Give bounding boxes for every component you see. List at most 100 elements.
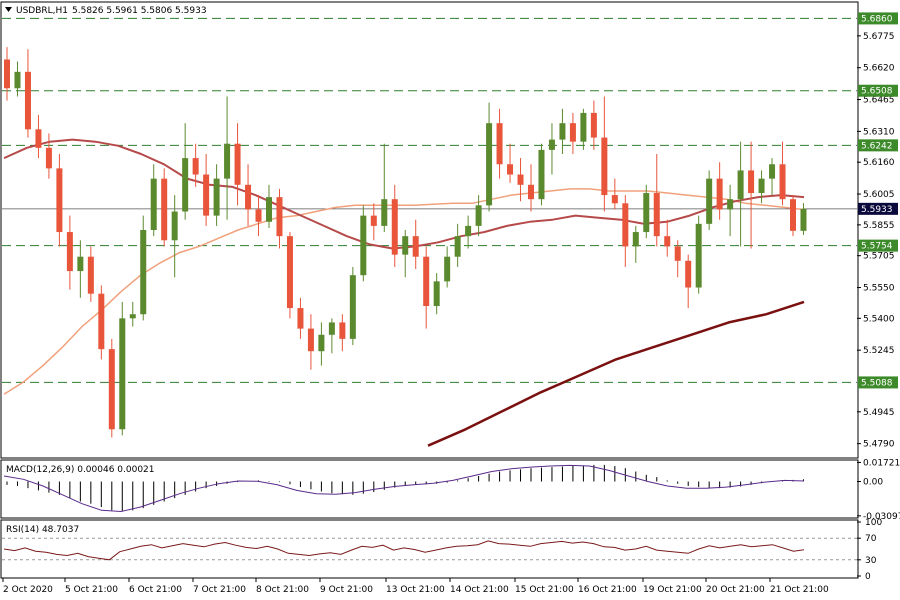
price-tick-label: 5.6160	[863, 158, 895, 168]
time-tick-label: 14 Oct 21:00	[450, 585, 509, 595]
candle	[370, 203, 377, 241]
candle-body	[674, 246, 681, 261]
candle	[150, 164, 157, 237]
level-badge-label: 5.6860	[861, 14, 893, 24]
price-tick-label: 5.5550	[863, 284, 895, 294]
candle	[611, 178, 618, 210]
candle	[234, 123, 241, 206]
candle-body	[213, 178, 220, 216]
candle	[685, 254, 692, 309]
candle-body	[779, 164, 786, 200]
time-tick-label: 15 Oct 21:00	[515, 585, 574, 595]
rsi-panel-frame	[0, 519, 859, 579]
candle	[517, 158, 524, 202]
price-tick-label: 5.5855	[863, 221, 895, 231]
candle-body	[35, 129, 42, 148]
candle	[601, 96, 608, 212]
level-badge	[858, 84, 898, 97]
candle	[548, 123, 555, 175]
candle	[569, 112, 576, 154]
price-tick-label: 5.5245	[863, 346, 895, 356]
symbol-label: USDBRL,H1	[16, 6, 68, 16]
candle	[402, 230, 409, 278]
candle	[412, 219, 419, 270]
candle-body	[454, 236, 461, 257]
time-tick-label: 8 Oct 21:00	[256, 585, 309, 595]
candle-body	[77, 256, 84, 272]
candle-body	[349, 275, 356, 339]
candle-body	[475, 205, 482, 226]
macd-indicator: 0.01721 0.00 -0.03097	[3, 458, 900, 522]
candle-body	[119, 318, 126, 430]
candle-body	[569, 123, 576, 142]
macd-signal-line	[3, 464, 805, 513]
price-axis: 5.6775 5.6620 5.6465 5.6310 5.6160 5.6005 5.58…	[857, 32, 895, 450]
candle-body	[328, 322, 335, 335]
candle	[297, 297, 304, 339]
candle	[475, 195, 482, 237]
candle	[507, 143, 514, 183]
candle	[716, 162, 723, 220]
candle-body	[800, 208, 807, 231]
candle-body	[339, 322, 346, 339]
candle-body	[433, 281, 440, 307]
candle-body	[56, 168, 63, 233]
time-tick-label: 20 Oct 21:00	[706, 585, 765, 595]
macd-tick-label: 0.00	[863, 478, 883, 488]
time-tick-label: 9 Oct 21:00	[320, 585, 373, 595]
candle-body	[129, 314, 136, 319]
candle-body	[182, 158, 189, 212]
main-panel-frame	[0, 1, 859, 459]
candle-body	[727, 199, 734, 210]
candle-body	[790, 199, 796, 231]
candle-body	[465, 225, 472, 237]
macd-panel-frame	[0, 459, 859, 519]
candle	[423, 246, 430, 329]
candle-body	[45, 147, 52, 169]
candle	[444, 246, 451, 288]
price-tick-label: 5.4790	[863, 440, 895, 450]
candle	[538, 143, 545, 206]
candle	[779, 141, 786, 206]
candle	[737, 141, 744, 247]
candle-body	[611, 195, 618, 204]
candle	[706, 170, 713, 230]
rsi-indicator: 100 70 30 0	[2, 518, 882, 582]
candle	[255, 195, 262, 237]
candle	[266, 184, 272, 228]
candle-body	[192, 158, 199, 175]
time-axis: 2 Oct 2020 5 Oct 21:00 6 Oct 21:00 7 Oct 21…	[2, 578, 829, 595]
price-candles	[4, 47, 807, 438]
candle-body	[286, 236, 293, 309]
price-tick-label: 5.6620	[863, 64, 895, 74]
rsi-tick-label: 0	[865, 572, 871, 582]
candle-body	[266, 197, 272, 222]
candle	[307, 314, 314, 370]
level-badge	[858, 376, 898, 389]
candle	[349, 266, 356, 346]
candle	[653, 153, 660, 247]
candle	[35, 114, 42, 159]
candle	[580, 108, 587, 150]
candle	[643, 184, 650, 239]
candle	[528, 164, 534, 212]
candle-body	[601, 137, 608, 196]
candle	[203, 153, 210, 226]
candle-body	[318, 334, 325, 352]
candle	[14, 61, 21, 97]
level-badge-label: 5.5754	[861, 242, 893, 252]
candle	[790, 195, 796, 237]
rsi-line	[3, 540, 805, 561]
candle-body	[370, 215, 377, 226]
level-badge	[858, 12, 898, 25]
candle	[748, 141, 755, 249]
candle	[454, 223, 461, 267]
candle-body	[706, 178, 713, 224]
candle-body	[307, 328, 314, 352]
dropdown-triangle-icon[interactable]	[5, 7, 12, 12]
candle-body	[737, 170, 744, 200]
candle-body	[580, 112, 587, 142]
time-tick-label: 13 Oct 21:00	[386, 585, 445, 595]
candle-body	[769, 164, 776, 179]
